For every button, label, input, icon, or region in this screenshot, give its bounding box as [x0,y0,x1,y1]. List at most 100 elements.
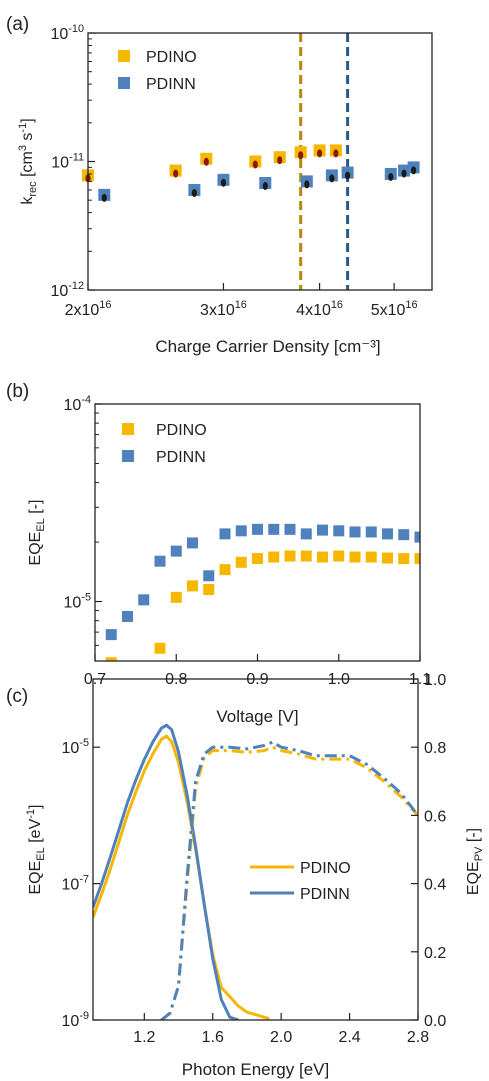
x-tick-label: 2.8 [407,1029,429,1046]
legend-label: PDINO [300,860,351,877]
data-point [219,564,231,576]
data-point [382,528,393,540]
y-tick-label: 10-11 [51,151,84,171]
legend-label: PDINN [300,886,350,903]
legend-label: PDINO [146,49,197,66]
data-point [268,551,280,563]
legend-label: PDINO [156,422,207,439]
error-dot [277,156,283,165]
x-tick-label: 1.1 [409,671,431,688]
data-point [187,537,198,549]
data-point [235,525,247,537]
x-tick-label: 2x1016 [65,299,112,319]
error-dot [388,172,394,181]
data-point [268,523,280,535]
data-point [252,553,263,565]
y-tick-label: 10-4 [64,394,91,414]
data-point [105,657,117,661]
data-point [219,528,231,540]
panel-label: (a) [6,14,29,35]
data-point [235,556,247,568]
x-tick-label: 2.0 [270,1029,292,1046]
panel-label: (c) [6,686,28,707]
error-dot [329,174,335,183]
data-point [138,594,150,606]
y2-tick-label: 0.8 [424,740,446,757]
data-point [398,553,410,565]
error-dot [304,180,310,189]
y-axis-label: krec [cm3 s-1] [17,118,39,204]
data-point [333,550,345,562]
error-dot [203,157,209,166]
legend-marker [122,450,134,462]
y2-axis-label: EQEPV [-] [465,828,485,895]
x-tick-label: 1.6 [202,1029,224,1046]
data-point [398,529,410,541]
error-dot [333,149,339,158]
x-axis-label: Photon Energy [eV] [182,1060,329,1079]
data-point [154,555,166,567]
error-dot [316,149,323,158]
y2-tick-label: 0.6 [424,808,446,825]
y2-tick-label: 0.4 [424,877,446,894]
y-tick-label: 10-12 [50,280,84,300]
error-dot [173,169,179,178]
error-dot [252,160,258,169]
y-axis-label: EQEEL [eV-1] [25,805,47,895]
x-tick-label: 4x1016 [296,299,343,319]
panel-label: (b) [6,381,29,402]
error-dot [191,189,197,198]
plot-frame [92,678,419,1021]
data-point [317,524,328,536]
data-point [203,570,215,582]
data-point [170,545,182,557]
data-point [170,591,182,603]
error-dot [220,178,227,187]
legend-marker [118,50,130,62]
data-point [187,580,198,592]
y2-tick-label: 0.0 [424,1013,446,1030]
legend-label: PDINN [156,449,206,466]
legend-marker [118,77,130,89]
data-point [414,531,420,543]
x-tick-label: 3x1016 [200,299,247,319]
error-dot [401,169,407,178]
data-point [105,629,117,641]
data-point [365,526,377,538]
y-tick-label: 10-9 [62,1010,89,1030]
legend-label: PDINN [146,76,196,93]
data-point [414,553,420,565]
panel-c: (c) 1.2 1.6 2.0 2.4 2.8 10-9 10-7 10-5 0.0 0.2 0.4 0… [6,672,485,1079]
data-point [284,523,296,535]
data-point [284,550,296,562]
x-tick-label: 2.4 [338,1029,360,1046]
y-tick-label: 10-10 [50,23,84,43]
x-tick-label: 1.2 [133,1029,155,1046]
data-point [349,526,361,538]
x-axis-label: Charge Carrier Density [cm⁻³] [155,337,380,356]
error-dot [262,182,268,191]
error-dot [411,166,417,175]
x-tick-label: 5x1016 [371,299,418,319]
data-point [154,642,166,654]
y-axis-label: EQEEL [-] [27,500,47,566]
data-point [365,551,377,563]
data-point [252,523,263,535]
data-point [333,525,345,537]
data-point [300,528,312,540]
error-dot [101,193,107,202]
y-tick-label: 10-5 [62,737,89,757]
y-tick-label: 10-7 [62,873,89,893]
series-line [160,740,418,1020]
error-dot [298,151,304,160]
data-point [122,610,133,622]
series-line [160,745,418,1020]
x-axis-label: Voltage [V] [216,707,298,726]
data-point [317,551,328,563]
data-point [349,551,361,563]
lines-layer [93,723,418,1020]
panel-a: (a) 10-12 10-11 10-10 2x1016 3x1016 4x1016 5x10… [6,14,433,356]
data-point [300,550,312,562]
